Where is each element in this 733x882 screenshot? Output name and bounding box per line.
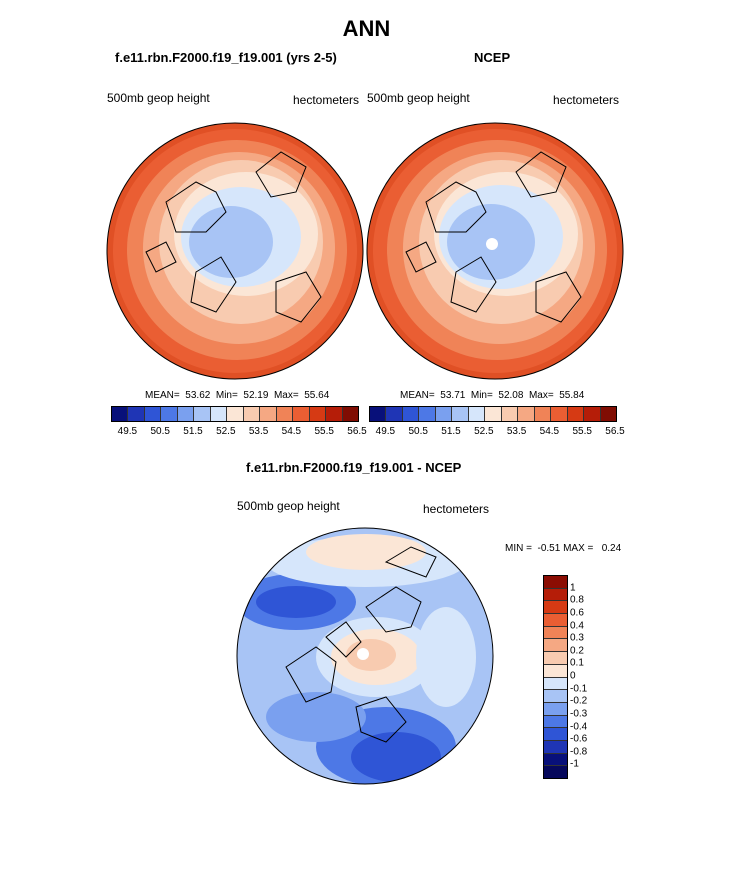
left-colorbar-tick-label: 51.5 <box>183 426 203 437</box>
left-colorbar <box>111 406 359 422</box>
left-colorbar-tick-label: 53.5 <box>248 426 269 437</box>
diff-colorbar-tick-label: -0.8 <box>570 746 588 758</box>
left-colorbar-swatch <box>309 407 327 421</box>
diff-colorbar-tick-label: -0.4 <box>570 721 588 732</box>
left-stats: MEAN= 53.62 Min= 52.19 Max= 55.64 <box>145 390 330 401</box>
left-colorbar-tick-label: 54.5 <box>281 426 302 437</box>
page-title: ANN <box>342 16 391 41</box>
diff-colorbar-swatch <box>544 728 567 741</box>
diff-colorbar-tick-label: 0.1 <box>570 657 584 669</box>
diff-colorbar-tick-label: -1 <box>570 758 579 770</box>
diff-variable-label: 500mb geop height <box>237 499 340 513</box>
left-colorbar-swatch <box>161 407 178 421</box>
right-colorbar-swatch <box>567 407 585 421</box>
right-colorbar-swatch <box>534 407 552 421</box>
left-colorbar-swatch <box>227 407 244 421</box>
right-colorbar-tick-label: 56.5 <box>605 426 625 437</box>
diff-colorbar-swatch <box>544 753 567 767</box>
right-colorbar-swatch <box>402 407 420 421</box>
right-stats: MEAN= 53.71 Min= 52.08 Max= 55.84 <box>400 390 585 401</box>
left-colorbar-swatch <box>144 407 162 421</box>
right-colorbar-swatch <box>452 407 469 421</box>
right-colorbar-swatch <box>370 407 387 421</box>
right-colorbar-swatch <box>419 407 436 421</box>
left-colorbar-swatch <box>326 407 343 421</box>
diff-colorbar-tick-label: 1 <box>570 582 576 594</box>
right-panel-subtitle: NCEP <box>474 50 511 65</box>
diff-colorbar-tick-label: 0.6 <box>570 607 584 619</box>
diff-colorbar-swatch <box>544 740 567 754</box>
left-variable-label: 500mb geop height <box>107 91 210 105</box>
right-variable-label: 500mb geop height <box>367 91 470 105</box>
diff-colorbar-tick-label: 0.3 <box>570 632 584 644</box>
diff-colorbar-swatch <box>544 766 567 778</box>
right-colorbar-swatch <box>518 407 535 421</box>
left-colorbar-tick-label: 49.5 <box>117 426 138 437</box>
left-colorbar-swatch <box>260 407 277 421</box>
right-colorbar <box>369 406 617 422</box>
right-colorbar-swatch <box>485 407 502 421</box>
diff-polar-map <box>236 527 494 785</box>
left-polar-map <box>106 122 364 380</box>
left-colorbar-swatch <box>112 407 129 421</box>
diff-colorbar-swatch <box>544 639 567 653</box>
left-colorbar-swatch <box>177 407 195 421</box>
diff-colorbar-tick-label: 0.2 <box>570 645 584 657</box>
diff-colorbar-swatch <box>544 601 567 615</box>
right-polar-map <box>366 122 624 380</box>
right-colorbar-tick-label: 49.5 <box>375 426 396 437</box>
diff-colorbar-swatch <box>544 677 567 691</box>
right-colorbar-tick-label: 52.5 <box>474 426 494 437</box>
left-colorbar-swatch <box>342 407 359 421</box>
right-colorbar-swatch <box>600 407 617 421</box>
right-colorbar-tick-label: 54.5 <box>539 426 560 437</box>
right-colorbar-swatch <box>551 407 568 421</box>
diff-colorbar-swatch <box>544 626 567 640</box>
left-colorbar-tick-label: 52.5 <box>216 426 236 437</box>
right-colorbar-swatch <box>435 407 453 421</box>
diff-colorbar-swatch <box>544 702 567 716</box>
right-colorbar-swatch <box>501 407 519 421</box>
left-colorbar-swatch <box>194 407 211 421</box>
diff-colorbar-tick-label: 0 <box>570 670 576 682</box>
right-colorbar-tick-label: 53.5 <box>506 426 527 437</box>
left-colorbar-swatch <box>210 407 228 421</box>
diff-stats: MIN = -0.51 MAX = 0.24 <box>505 543 622 554</box>
left-colorbar-swatch <box>293 407 310 421</box>
diff-colorbar-tick-label: -0.3 <box>570 708 588 720</box>
right-colorbar-ticks: 49.5 50.5 51.5 52.5 53.5 54.5 55.5 56.5 <box>369 426 625 438</box>
diff-panel-subtitle: f.e11.rbn.F2000.f19_f19.001 - NCEP <box>246 460 462 475</box>
diff-colorbar-tick-label: 0.4 <box>570 620 584 631</box>
left-colorbar-swatch <box>243 407 261 421</box>
left-colorbar-tick-label: 55.5 <box>314 426 334 437</box>
right-colorbar-tick-label: 50.5 <box>408 426 428 437</box>
diff-colorbar-swatch <box>544 690 567 703</box>
left-colorbar-ticks: 49.5 50.5 51.5 52.5 53.5 54.5 55.5 56.5 <box>111 426 367 438</box>
diff-units-label: hectometers <box>423 502 490 516</box>
diff-colorbar-swatch <box>544 652 567 665</box>
left-colorbar-swatch <box>276 407 294 421</box>
diff-colorbar-ticks: 1 0.8 0.6 0.4 0.3 0.2 0.1 0 -0.1 -0.2 -0.3 -0.4 -0.6… <box>570 575 610 777</box>
right-colorbar-tick-label: 51.5 <box>441 426 461 437</box>
left-units-label: hectometers <box>293 93 360 107</box>
right-colorbar-swatch <box>584 407 601 421</box>
right-colorbar-swatch <box>386 407 403 421</box>
diff-colorbar-swatch <box>544 614 567 627</box>
left-colorbar-swatch <box>128 407 145 421</box>
diff-colorbar-swatch <box>544 715 567 729</box>
left-panel-subtitle: f.e11.rbn.F2000.f19_f19.001 (yrs 2-5) <box>115 50 337 65</box>
diff-colorbar-swatch <box>544 588 567 602</box>
diff-colorbar-tick-label: -0.6 <box>570 733 588 745</box>
diff-colorbar-swatch <box>544 576 567 589</box>
diff-colorbar-tick-label: -0.1 <box>570 683 588 695</box>
diff-colorbar-tick-label: -0.2 <box>570 695 588 707</box>
diff-colorbar-tick-label: 0.8 <box>570 594 584 606</box>
left-colorbar-tick-label: 50.5 <box>150 426 170 437</box>
right-units-label: hectometers <box>553 93 620 107</box>
diff-colorbar <box>543 575 568 779</box>
right-colorbar-tick-label: 55.5 <box>572 426 592 437</box>
right-colorbar-swatch <box>468 407 486 421</box>
left-colorbar-tick-label: 56.5 <box>347 426 367 437</box>
diff-colorbar-swatch <box>544 664 567 678</box>
